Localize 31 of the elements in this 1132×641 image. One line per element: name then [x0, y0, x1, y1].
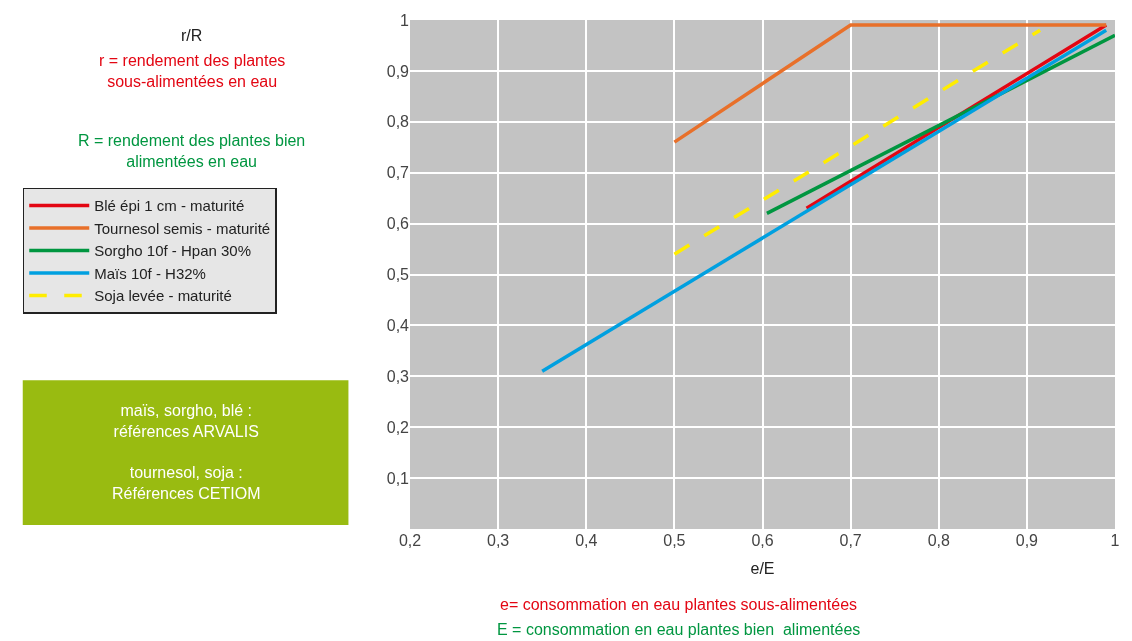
x-tick-label: 0,6 [751, 532, 774, 549]
y-tick-label: 0,4 [386, 317, 410, 334]
x-tick-label: 1 [1110, 532, 1120, 549]
legend-label: Blé épi 1 cm - maturité [94, 197, 245, 215]
x-tick-label: 0,7 [839, 532, 862, 549]
y-tick-label: 0,5 [386, 266, 410, 284]
legend-label: Soja levée - maturité [94, 287, 232, 305]
text: r = rendement des plantes sous-alimentées en eau [99, 52, 286, 90]
y-tick-label: 0,9 [386, 62, 410, 80]
x-axis-title: e/E [750, 559, 775, 577]
y-tick-label: 0,6 [386, 215, 410, 233]
legend-label: Sorgho 10f - Hpan 30% [94, 242, 252, 260]
y-tick-label: 1 [400, 11, 410, 29]
text: maïs, sorgho, blé : références ARVALIS tournesol, soja : Références CETIOM [112, 402, 261, 503]
y-tick-label: 0,8 [386, 113, 410, 131]
text: E = consommation en eau plantes bien alimentées [497, 621, 861, 638]
y-tick-label: 0,7 [386, 164, 410, 182]
text: r/R [181, 27, 203, 44]
x-tick-label: 0,5 [663, 532, 686, 549]
x-tick-label: 0,8 [927, 532, 950, 549]
legend-label: Maïs 10f - H32% [94, 264, 206, 282]
x-tick-label: 0,2 [398, 532, 422, 549]
legend-label: Tournesol semis - maturité [94, 219, 271, 237]
y-tick-label: 0,1 [386, 469, 410, 487]
y-tick-label: 0,3 [386, 367, 410, 385]
x-tick-label: 0,9 [1015, 532, 1039, 549]
x-tick-label: 0,3 [487, 532, 510, 549]
text: e= consommation en eau plantes sous-alimentées [500, 596, 858, 613]
text: R = rendement des plantes bien alimentées en eau [78, 132, 306, 170]
x-tick-label: 0,4 [575, 532, 598, 549]
y-tick-label: 0,2 [386, 418, 410, 436]
